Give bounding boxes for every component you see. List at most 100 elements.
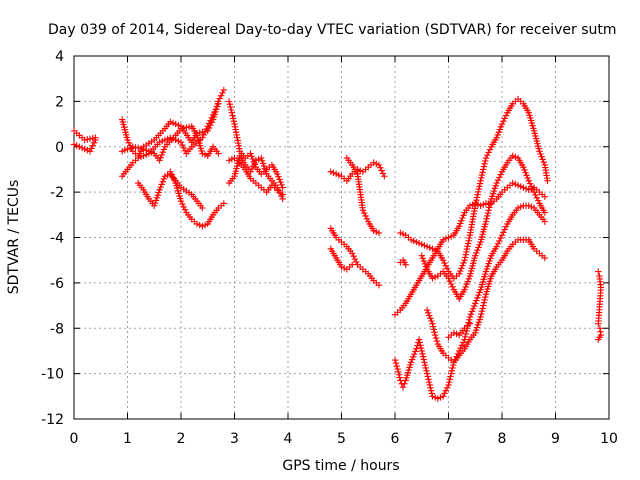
data-point: [460, 259, 467, 267]
data-point: [474, 247, 481, 254]
data-point: [462, 251, 469, 258]
data-point: [157, 154, 164, 161]
x-tick-label: 4: [284, 431, 293, 447]
y-tick-label: -2: [50, 185, 64, 201]
data-point: [420, 356, 427, 363]
data-point: [496, 237, 503, 245]
data-point: [441, 390, 448, 397]
data-point: [463, 281, 470, 288]
data-point: [179, 200, 186, 208]
data-point: [375, 229, 383, 237]
chart-title: Day 039 of 2014, Sidereal Day-to-day VTE…: [48, 22, 617, 38]
data-point: [396, 374, 403, 381]
data-point: [167, 168, 174, 175]
data-point: [494, 131, 501, 139]
x-tick-label: 0: [70, 431, 79, 447]
data-point: [278, 181, 285, 189]
data-point: [430, 326, 437, 333]
data-point: [477, 313, 484, 321]
data-point: [453, 353, 460, 360]
data-point: [487, 198, 494, 205]
data-point: [399, 384, 407, 391]
data-point: [446, 376, 454, 383]
data-point: [277, 178, 284, 186]
data-point: [465, 319, 472, 326]
data-point: [353, 258, 360, 266]
series-s11: [327, 159, 388, 184]
data-point: [502, 223, 510, 230]
data-point: [251, 159, 258, 167]
data-point: [458, 265, 465, 272]
data-point: [502, 112, 510, 119]
data-point: [394, 365, 401, 373]
series-s17: [391, 236, 548, 402]
data-point: [247, 150, 254, 157]
data-point: [90, 139, 98, 146]
data-point: [466, 313, 474, 321]
series-s14: [327, 245, 356, 273]
data-point: [349, 261, 356, 268]
data-point: [349, 250, 356, 257]
data-point: [493, 243, 500, 250]
data-point: [475, 291, 482, 299]
data-point: [428, 317, 435, 325]
data-point: [497, 123, 505, 130]
data-point: [449, 283, 456, 291]
data-point: [274, 184, 281, 191]
data-point: [278, 192, 285, 200]
data-point: [250, 162, 257, 170]
data-point: [474, 191, 481, 198]
data-point: [541, 254, 548, 262]
data-point: [421, 361, 429, 369]
data-point: [169, 174, 177, 181]
data-point: [528, 183, 535, 190]
data-point: [393, 362, 400, 370]
data-point: [433, 337, 441, 345]
data-point: [466, 320, 474, 327]
data-point: [501, 115, 508, 122]
y-tick-label: -12: [41, 412, 64, 428]
data-point: [532, 191, 539, 199]
data-point: [595, 268, 602, 275]
x-tick-label: 8: [498, 431, 507, 447]
data-point: [446, 277, 454, 285]
data-point: [211, 108, 218, 116]
series-s21: [445, 320, 474, 341]
data-point: [473, 194, 481, 201]
data-point: [459, 262, 466, 269]
data-point: [276, 176, 283, 183]
data-point: [439, 393, 447, 400]
data-point: [412, 348, 419, 355]
data-point: [432, 334, 440, 342]
data-point: [200, 131, 207, 139]
data-point: [125, 139, 133, 146]
data-point: [475, 244, 482, 251]
data-point: [498, 232, 506, 239]
data-point: [274, 170, 281, 178]
data-point: [392, 359, 400, 367]
data-point: [88, 145, 95, 152]
data-point: [204, 123, 211, 130]
x-tick-label: 6: [391, 431, 400, 447]
data-point: [541, 209, 548, 216]
data-point: [219, 89, 226, 97]
data-point: [475, 188, 482, 196]
data-point: [472, 202, 479, 209]
data-point: [461, 256, 468, 264]
data-point: [426, 312, 433, 319]
data-point: [413, 345, 420, 352]
data-point: [479, 305, 486, 312]
data-point: [275, 187, 282, 194]
data-point: [201, 128, 209, 136]
data-point: [476, 289, 483, 296]
data-point: [529, 186, 536, 193]
data-point: [595, 320, 602, 327]
series-s2: [70, 136, 99, 155]
data-point: [92, 136, 99, 144]
axis-ticks: 0 1 2 3 4 5 6 7 8 9 10 4 2 0 -2 -4 -6 -8 -10 -12: [41, 49, 618, 447]
data-point: [462, 283, 469, 291]
data-point: [428, 390, 435, 397]
data-point: [228, 109, 236, 116]
data-point: [461, 254, 469, 261]
data-point: [482, 218, 490, 225]
